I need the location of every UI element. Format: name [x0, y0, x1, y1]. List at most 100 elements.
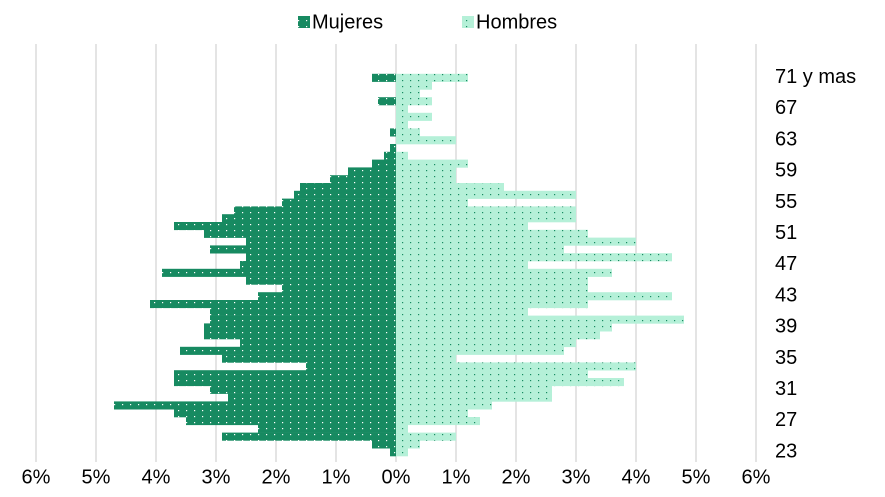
bar: [396, 136, 456, 145]
bar: [396, 206, 576, 215]
bar: [396, 253, 672, 262]
bar: [396, 105, 408, 114]
x-tick-label: 2%: [502, 466, 531, 488]
bar: [306, 362, 396, 371]
bar: [282, 284, 396, 293]
bar: [204, 229, 396, 238]
y-tick-label: 47: [775, 253, 797, 275]
x-tick-label: 1%: [442, 466, 471, 488]
bar: [396, 331, 600, 340]
x-tick-label: 4%: [142, 466, 171, 488]
bar: [396, 393, 552, 402]
x-tick-label: 5%: [82, 466, 111, 488]
bar: [396, 354, 456, 363]
bar: [378, 97, 396, 106]
bar: [210, 315, 396, 324]
bar: [396, 424, 408, 433]
x-tick-label: 2%: [262, 466, 291, 488]
y-tick-label: 55: [775, 191, 797, 213]
bar: [372, 159, 396, 168]
bar: [222, 432, 396, 441]
bar: [396, 417, 480, 426]
y-tick-label: 27: [775, 409, 797, 431]
bar: [282, 198, 396, 207]
bar: [246, 253, 396, 262]
bar: [396, 89, 420, 98]
bar: [396, 440, 420, 449]
bar: [396, 448, 408, 457]
bar: [396, 245, 564, 254]
bar: [396, 128, 420, 137]
x-tick-label: 3%: [562, 466, 591, 488]
bar: [396, 378, 624, 387]
bar: [396, 151, 408, 160]
bar: [180, 346, 396, 355]
bar: [396, 198, 468, 207]
bar: [258, 424, 396, 433]
y-tick-label: 63: [775, 128, 797, 150]
bar: [396, 190, 576, 199]
y-tick-label: 43: [775, 284, 797, 306]
bar: [222, 214, 396, 223]
bar: [396, 432, 456, 441]
bar: [396, 214, 576, 223]
bar: [114, 401, 396, 410]
bar: [174, 409, 396, 418]
x-tick-label: 5%: [682, 466, 711, 488]
bar: [396, 81, 432, 90]
bar: [210, 385, 396, 394]
bar: [396, 222, 528, 231]
bar: [234, 206, 396, 215]
bar: [396, 237, 636, 246]
bar: [150, 300, 396, 309]
x-tick-label: 6%: [22, 466, 51, 488]
y-tick-label: 31: [775, 378, 797, 400]
bar: [396, 112, 432, 121]
bar: [396, 120, 408, 129]
bar: [396, 362, 636, 371]
bar: [222, 354, 396, 363]
bar: [396, 276, 588, 285]
y-tick-label: 59: [775, 160, 797, 182]
bar: [204, 331, 396, 340]
bar: [396, 315, 684, 324]
x-tick-label: 6%: [742, 466, 771, 488]
y-tick-label: 23: [775, 440, 797, 462]
bar: [396, 339, 576, 348]
bar: [396, 409, 468, 418]
bar: [240, 261, 396, 270]
legend-label: Mujeres: [312, 11, 383, 33]
legend-swatch: [298, 16, 310, 28]
bar: [294, 190, 396, 199]
bar: [390, 128, 396, 137]
bar: [396, 175, 456, 184]
bar: [390, 448, 396, 457]
bar: [258, 292, 396, 301]
y-tick-label: 35: [775, 347, 797, 369]
bar: [396, 183, 504, 192]
x-tick-label: 0%: [382, 466, 411, 488]
bar: [204, 323, 396, 332]
bar: [390, 144, 396, 153]
bar: [384, 151, 396, 160]
x-tick-label: 1%: [322, 466, 351, 488]
y-tick-label: 67: [775, 97, 797, 119]
bar: [396, 370, 588, 379]
y-tick-label: 71 y mas: [775, 66, 856, 88]
x-tick-label: 3%: [202, 466, 231, 488]
bar: [330, 175, 396, 184]
bar: [396, 229, 588, 238]
bar: [396, 307, 528, 316]
bar: [348, 167, 396, 176]
bar: [396, 346, 564, 355]
bar: [396, 261, 528, 270]
bar: [186, 417, 396, 426]
bar: [300, 183, 396, 192]
bar: [372, 73, 396, 82]
bar: [174, 222, 396, 231]
bar: [396, 268, 612, 277]
bar: [396, 300, 588, 309]
bar: [396, 73, 468, 82]
bar: [396, 323, 612, 332]
